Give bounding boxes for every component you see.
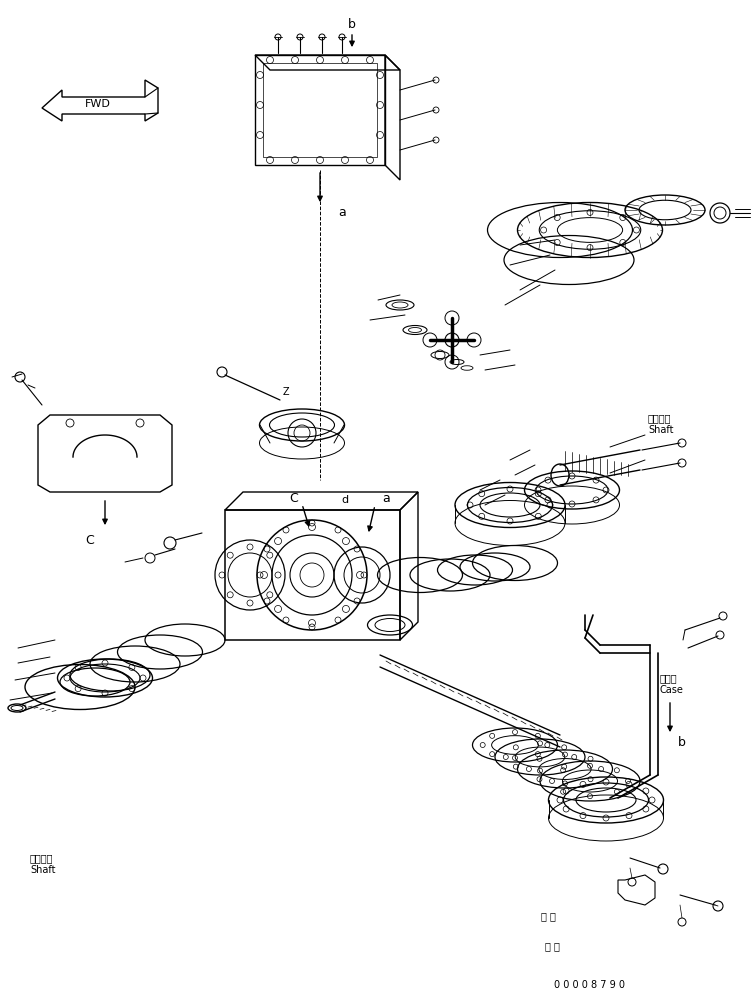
Text: － ．: － ．: [544, 941, 559, 951]
Text: シャフト: シャフト: [30, 853, 53, 863]
Text: Shaft: Shaft: [648, 425, 673, 435]
Text: b: b: [348, 19, 356, 32]
Text: 0 0 0 0 8 7 9 0: 0 0 0 0 8 7 9 0: [554, 980, 626, 990]
Text: C: C: [289, 492, 298, 504]
Text: Z: Z: [283, 387, 290, 397]
Text: FWD: FWD: [85, 99, 111, 109]
Text: a: a: [338, 207, 346, 219]
Text: C: C: [86, 533, 94, 546]
Text: Shaft: Shaft: [30, 865, 56, 875]
Text: Case: Case: [660, 685, 684, 695]
Text: ケース: ケース: [660, 673, 678, 683]
Text: d: d: [341, 495, 349, 505]
Text: b: b: [678, 736, 686, 749]
Text: シャフト: シャフト: [648, 413, 672, 423]
Text: a: a: [382, 492, 390, 504]
Text: － ．: － ．: [541, 911, 556, 921]
